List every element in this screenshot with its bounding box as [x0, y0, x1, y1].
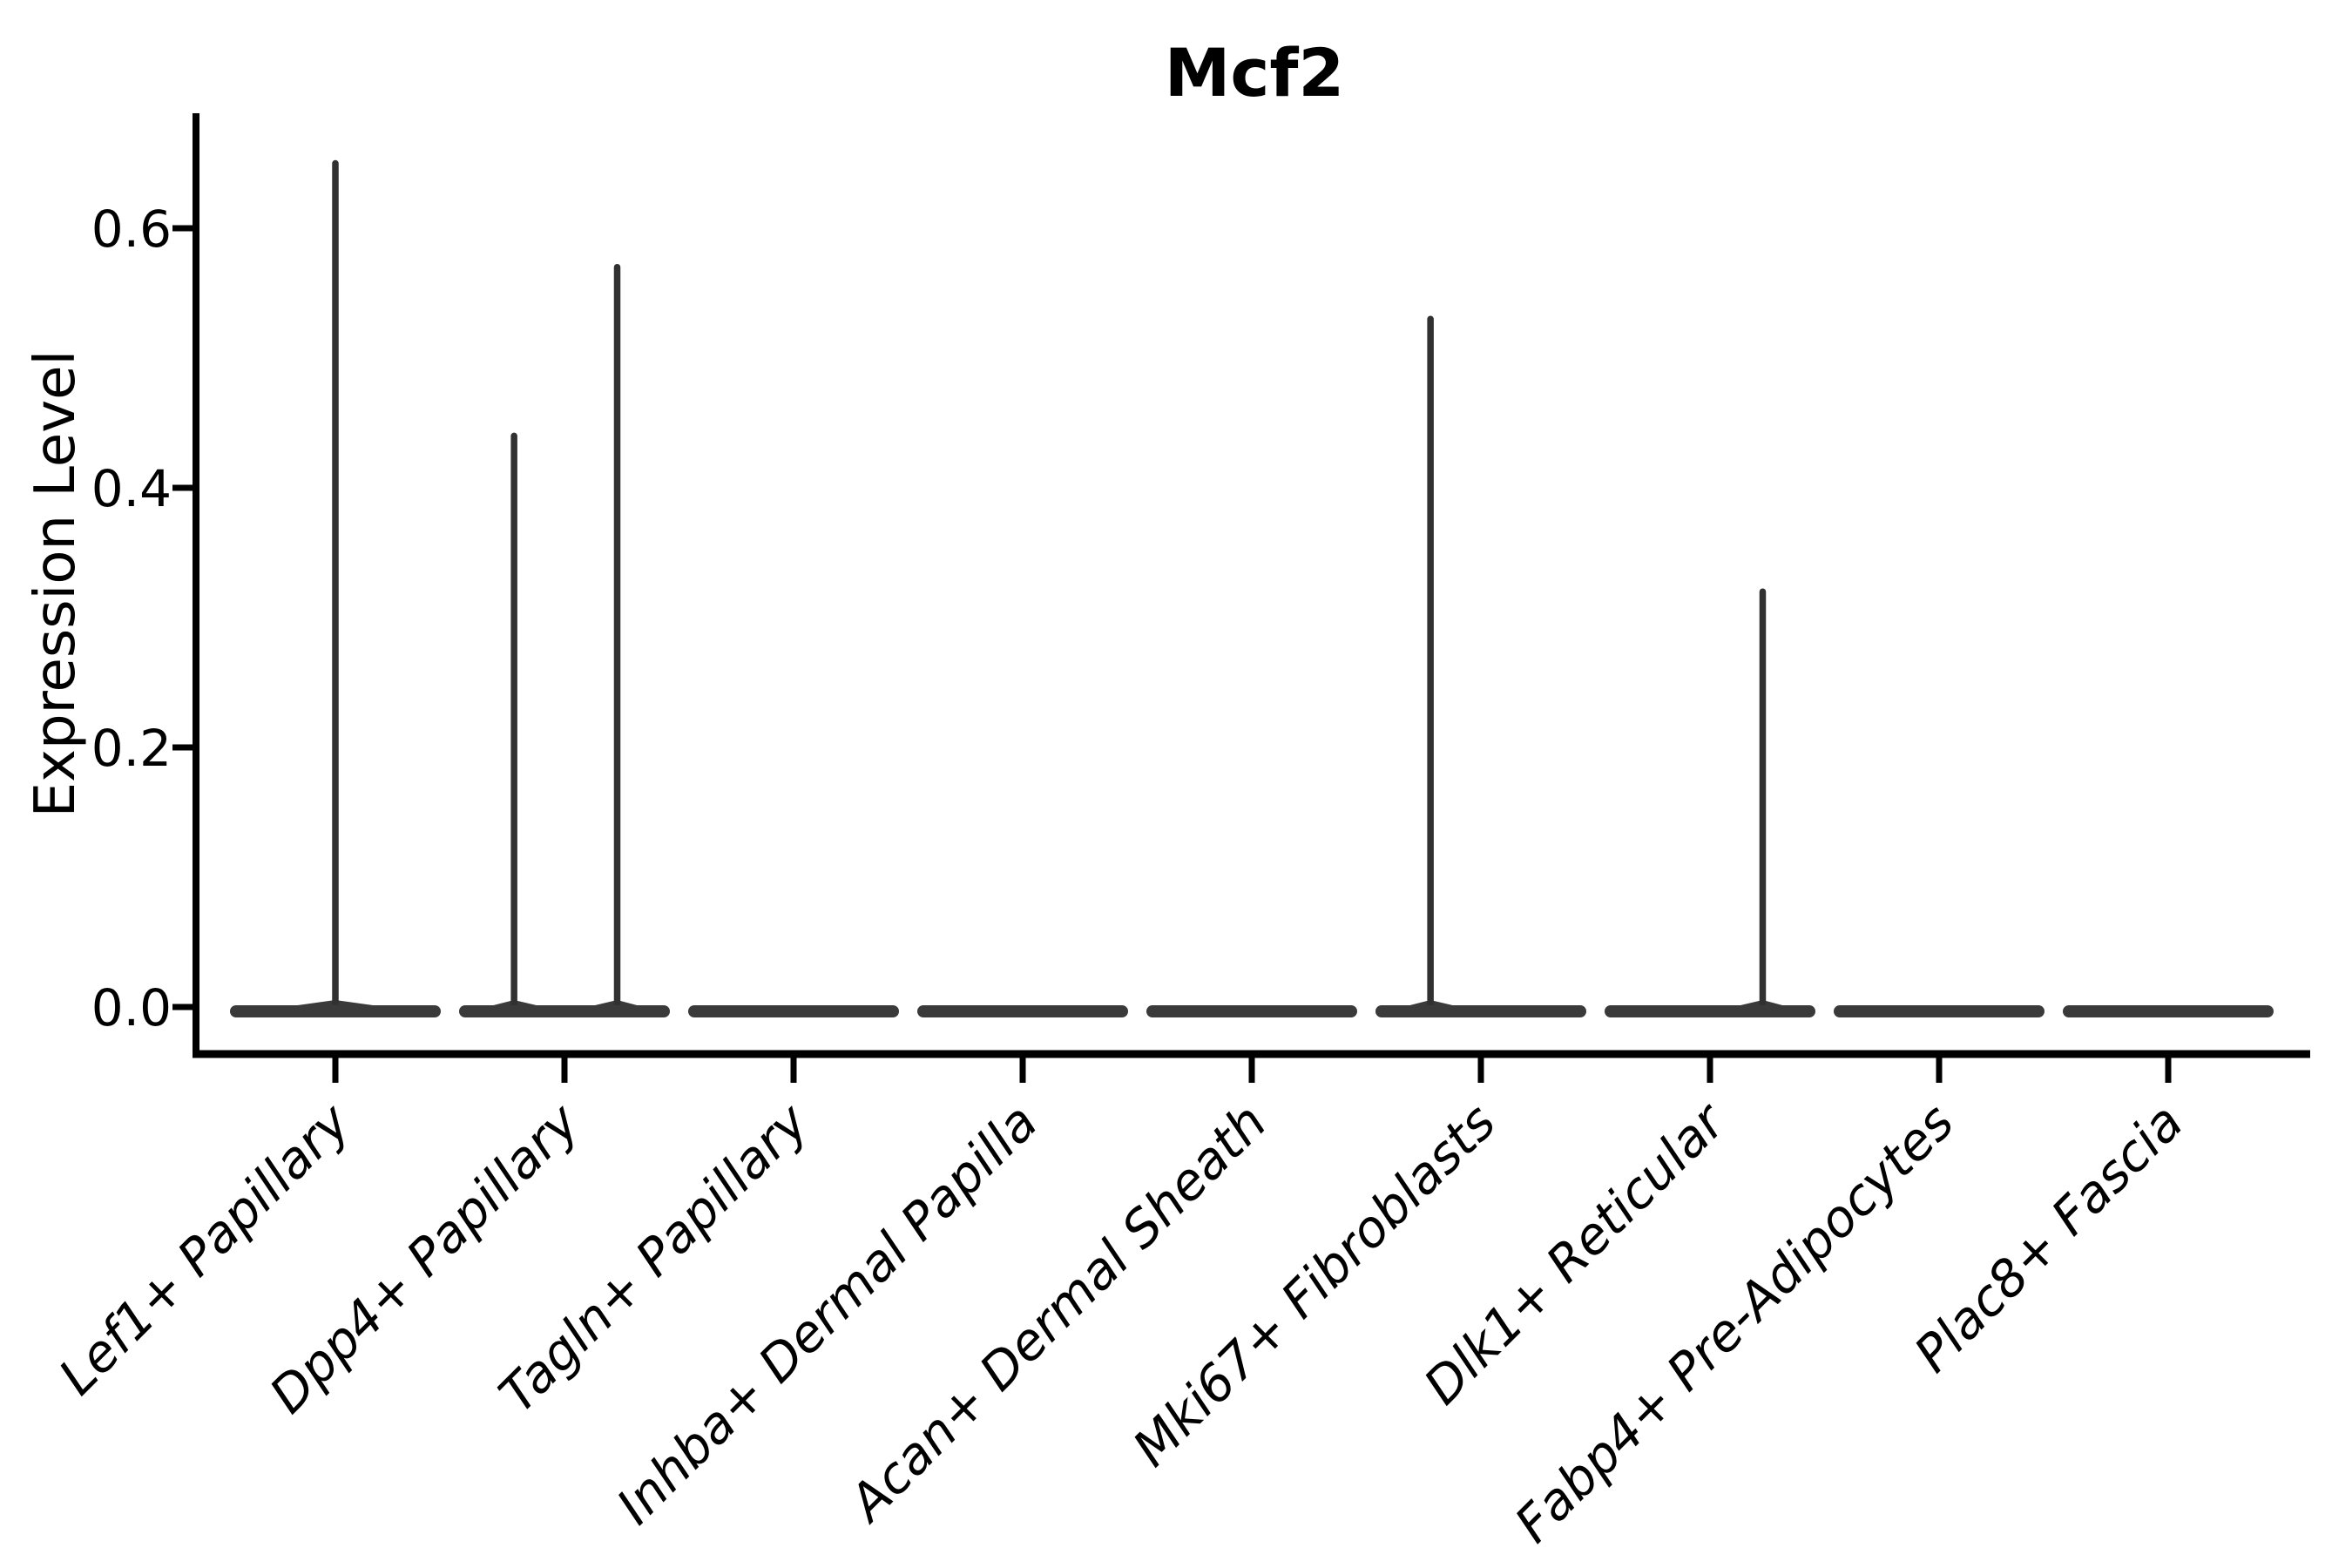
violin [459, 263, 670, 1017]
x-tick-label: Fabp4+ Pre-Adipocytes [1504, 1092, 1965, 1554]
x-tick-label: Inhba+ Dermal Papilla [605, 1092, 1049, 1536]
violin [1375, 315, 1586, 1017]
y-tick-label-0.2: 0.2 [91, 719, 172, 778]
y-tick-label-0.0: 0.0 [91, 978, 172, 1037]
y-tick-group [172, 225, 196, 1010]
chart-title: Mcf2 [1165, 34, 1345, 112]
y-tick-label-0.4: 0.4 [91, 459, 172, 518]
y-axis-label: Expression Level [24, 350, 88, 818]
violin [1605, 588, 1815, 1017]
y-tick-label-0.6: 0.6 [91, 199, 172, 259]
violin [230, 159, 441, 1017]
violin-group [230, 159, 2274, 1017]
x-tick-label: Acan+ Dermal Sheath [835, 1092, 1278, 1535]
